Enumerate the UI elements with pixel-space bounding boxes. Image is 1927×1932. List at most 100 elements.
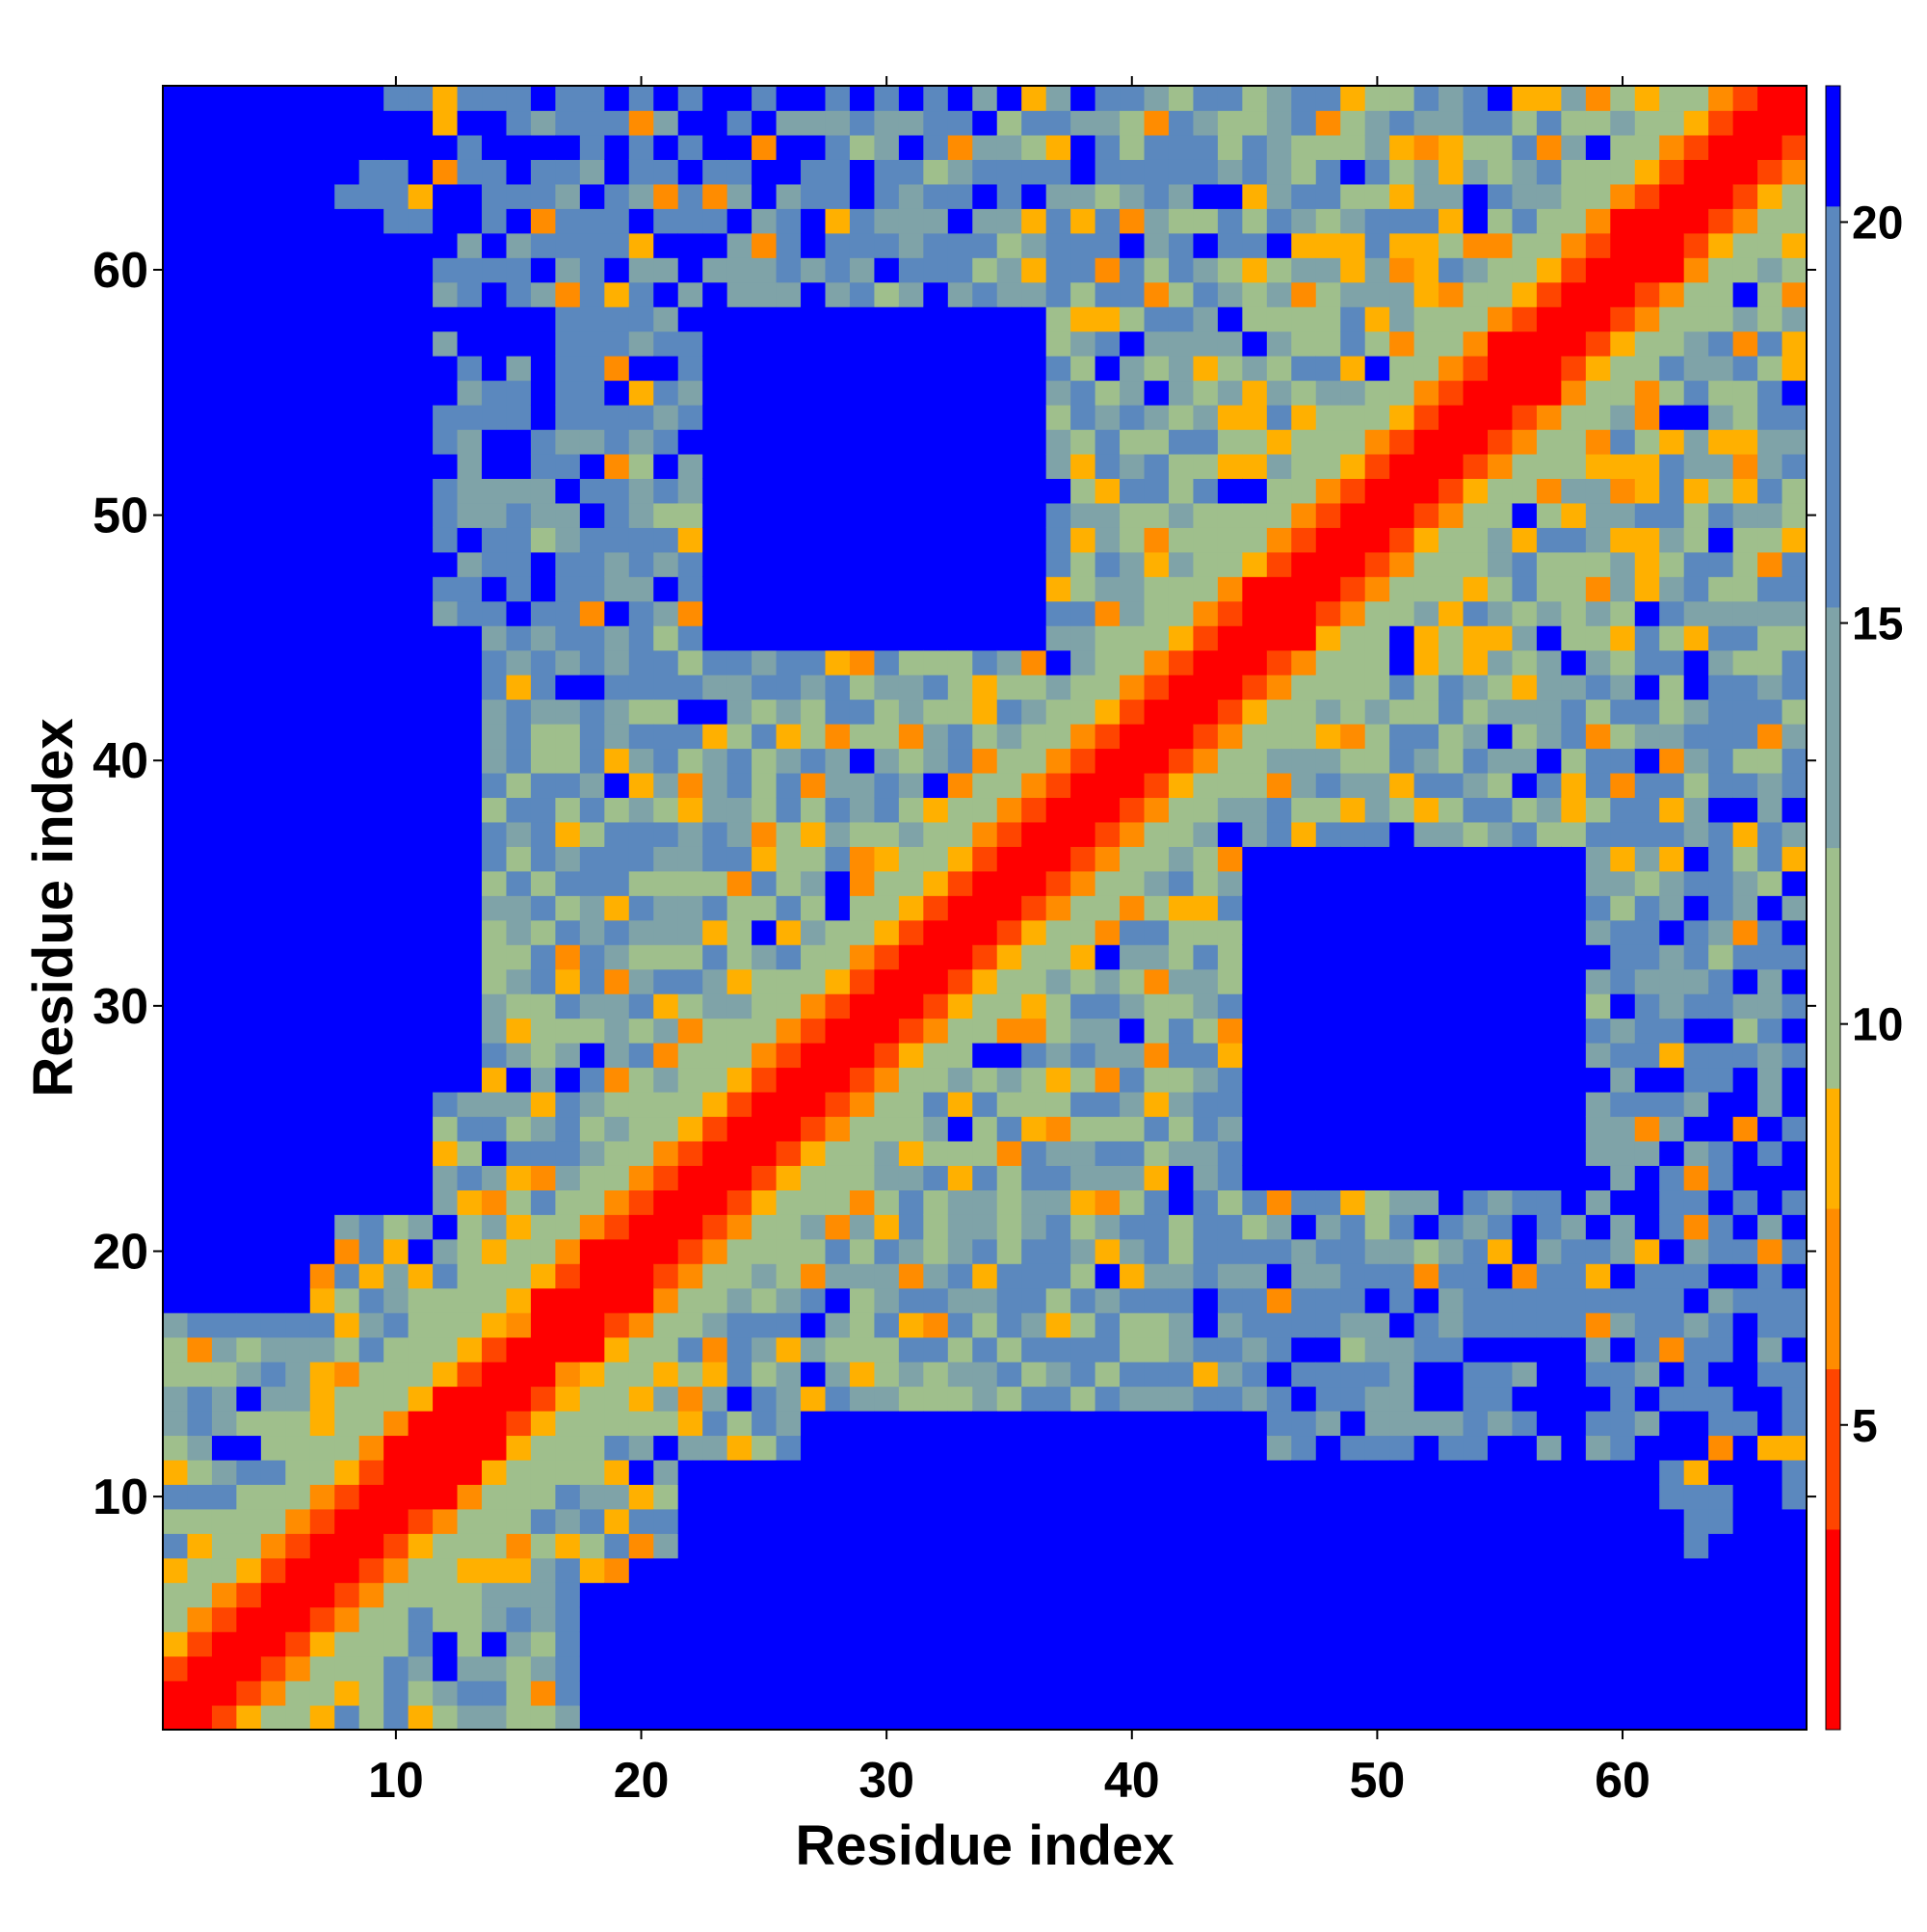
heatmap-cell bbox=[1413, 944, 1439, 970]
heatmap-cell bbox=[1045, 1043, 1071, 1069]
heatmap-cell bbox=[849, 257, 876, 283]
heatmap-cell bbox=[1242, 1533, 1268, 1559]
heatmap-cell bbox=[1045, 846, 1071, 872]
heatmap-cell bbox=[1045, 1116, 1071, 1142]
heatmap-cell bbox=[1585, 944, 1611, 970]
heatmap-cell bbox=[1364, 502, 1390, 528]
heatmap-cell bbox=[1413, 625, 1439, 651]
heatmap-cell bbox=[1217, 1655, 1243, 1681]
heatmap-cell bbox=[1193, 1043, 1219, 1069]
heatmap-cell bbox=[1389, 1362, 1415, 1388]
heatmap-cell bbox=[506, 1410, 532, 1437]
heatmap-cell bbox=[1315, 600, 1341, 626]
heatmap-cell bbox=[334, 1189, 360, 1215]
heatmap-cell bbox=[309, 1018, 335, 1044]
heatmap-cell bbox=[1266, 772, 1292, 799]
heatmap-cell bbox=[1610, 1043, 1636, 1069]
heatmap-cell bbox=[236, 405, 262, 431]
heatmap-cell bbox=[530, 1263, 556, 1289]
heatmap-cell bbox=[555, 1533, 581, 1559]
heatmap-cell bbox=[579, 1337, 605, 1363]
heatmap-cell bbox=[530, 1238, 556, 1264]
heatmap-cell bbox=[1585, 675, 1611, 701]
heatmap-cell bbox=[530, 551, 556, 577]
heatmap-cell bbox=[506, 159, 532, 185]
heatmap-cell bbox=[1364, 1091, 1390, 1118]
heatmap-cell bbox=[1732, 134, 1758, 160]
heatmap-cell bbox=[1536, 1386, 1562, 1412]
heatmap-cell bbox=[874, 675, 900, 701]
heatmap-cell bbox=[947, 1043, 973, 1069]
heatmap-cell bbox=[433, 1631, 459, 1657]
heatmap-cell bbox=[1487, 1263, 1514, 1289]
heatmap-cell bbox=[433, 1238, 459, 1264]
heatmap-cell bbox=[555, 281, 581, 307]
heatmap-cell bbox=[383, 1116, 409, 1142]
heatmap-cell bbox=[1120, 453, 1146, 479]
heatmap-cell bbox=[1561, 306, 1587, 332]
heatmap-cell bbox=[1070, 1018, 1096, 1044]
heatmap-cell bbox=[187, 453, 213, 479]
heatmap-cell bbox=[947, 110, 973, 136]
heatmap-cell bbox=[1242, 380, 1268, 406]
heatmap-cell bbox=[358, 380, 384, 406]
heatmap-cell bbox=[1266, 159, 1292, 185]
heatmap-cell bbox=[1463, 86, 1489, 112]
heatmap-cell bbox=[163, 1557, 189, 1583]
heatmap-cell bbox=[1242, 1018, 1268, 1044]
heatmap-cell bbox=[187, 110, 213, 136]
heatmap-cell bbox=[579, 356, 605, 382]
heatmap-cell bbox=[1389, 1287, 1415, 1313]
heatmap-cell bbox=[1413, 1067, 1439, 1093]
heatmap-cell bbox=[408, 724, 434, 750]
heatmap-cell bbox=[1683, 1582, 1709, 1608]
heatmap-cell bbox=[506, 1337, 532, 1363]
heatmap-cell bbox=[726, 1705, 752, 1731]
heatmap-cell bbox=[898, 380, 924, 406]
heatmap-cell bbox=[1561, 1484, 1587, 1510]
heatmap-cell bbox=[555, 870, 581, 896]
heatmap-cell bbox=[653, 649, 679, 675]
heatmap-cell bbox=[1512, 1410, 1538, 1437]
heatmap-cell bbox=[1266, 405, 1292, 431]
heatmap-cell bbox=[1021, 1312, 1047, 1338]
heatmap-cell bbox=[1463, 159, 1489, 185]
heatmap-cell bbox=[1120, 1337, 1146, 1363]
heatmap-cell bbox=[1217, 1140, 1243, 1166]
heatmap-cell bbox=[849, 1435, 876, 1461]
heatmap-cell bbox=[1120, 1459, 1146, 1485]
heatmap-cell bbox=[1413, 281, 1439, 307]
heatmap-cell bbox=[187, 1459, 213, 1485]
heatmap-cell bbox=[1291, 1582, 1317, 1608]
heatmap-cell bbox=[1168, 1287, 1195, 1313]
heatmap-cell bbox=[628, 846, 654, 872]
heatmap-cell bbox=[1536, 968, 1562, 994]
heatmap-cell bbox=[433, 1312, 459, 1338]
heatmap-cell bbox=[677, 281, 703, 307]
heatmap-cell bbox=[482, 281, 508, 307]
heatmap-cell bbox=[236, 1582, 262, 1608]
heatmap-cell bbox=[1389, 1214, 1415, 1240]
heatmap-cell bbox=[1585, 846, 1611, 872]
heatmap-cell bbox=[776, 649, 802, 675]
heatmap-cell bbox=[923, 821, 949, 847]
heatmap-cell bbox=[898, 356, 924, 382]
heatmap-cell bbox=[506, 356, 532, 382]
heatmap-cell bbox=[1463, 724, 1489, 750]
heatmap-cell bbox=[187, 1508, 213, 1534]
heatmap-cell bbox=[1340, 1386, 1366, 1412]
heatmap-cell bbox=[285, 1189, 311, 1215]
heatmap-cell bbox=[1782, 1091, 1808, 1118]
heatmap-cell bbox=[1144, 1459, 1170, 1485]
heatmap-cell bbox=[923, 208, 949, 234]
heatmap-cell bbox=[383, 1189, 409, 1215]
heatmap-cell bbox=[752, 405, 778, 431]
heatmap-cell bbox=[482, 576, 508, 602]
heatmap-cell bbox=[996, 1189, 1022, 1215]
heatmap-cell bbox=[1095, 1263, 1121, 1289]
heatmap-cell bbox=[1070, 257, 1096, 283]
heatmap-cell bbox=[972, 748, 998, 774]
heatmap-cell bbox=[211, 1606, 237, 1632]
heatmap-cell bbox=[972, 649, 998, 675]
heatmap-cell bbox=[1659, 1091, 1685, 1118]
